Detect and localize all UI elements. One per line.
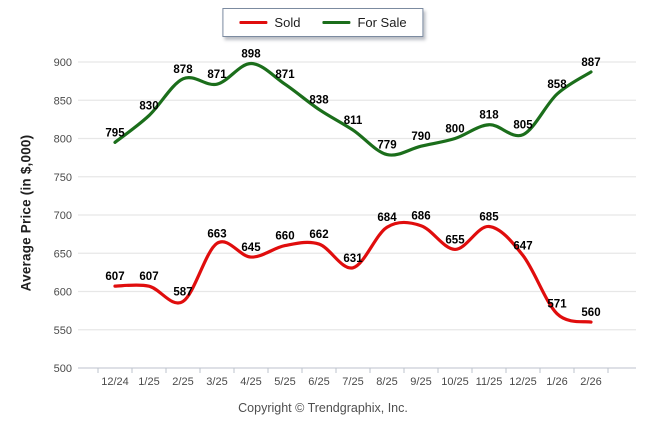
x-tick-label: 2/26 (580, 376, 601, 388)
data-label-for-sale: 858 (547, 79, 567, 91)
data-label-sold: 684 (377, 212, 397, 224)
x-tick-label: 11/25 (476, 376, 503, 388)
x-tick-label: 6/25 (308, 376, 329, 388)
y-tick-label: 850 (54, 95, 72, 107)
data-label-for-sale: 790 (411, 131, 430, 143)
x-tick-label: 10/25 (441, 376, 469, 388)
data-label-for-sale: 871 (275, 69, 295, 81)
data-label-for-sale: 805 (513, 120, 533, 132)
data-label-for-sale: 871 (207, 69, 227, 81)
data-label-sold: 663 (207, 228, 226, 240)
x-tick-label: 1/25 (138, 376, 159, 388)
data-label-sold: 660 (275, 231, 294, 243)
legend-item-sold: Sold (239, 15, 300, 30)
y-tick-label: 650 (54, 248, 72, 260)
data-label-for-sale: 811 (344, 115, 363, 127)
y-axis-title: Average Price (in $,000) (18, 134, 34, 292)
x-tick-label: 12/24 (101, 376, 129, 388)
x-tick-label: 3/25 (206, 376, 227, 388)
x-tick-label: 7/25 (342, 376, 363, 388)
data-label-sold: 631 (343, 253, 363, 265)
data-label-sold: 662 (309, 229, 328, 241)
data-label-sold: 607 (139, 271, 158, 283)
y-tick-label: 700 (54, 210, 72, 222)
data-label-sold: 645 (241, 242, 261, 254)
sold-line (113, 220, 593, 324)
data-label-for-sale: 830 (139, 101, 158, 113)
data-label-for-sale: 838 (309, 94, 329, 106)
chart-legend: Sold For Sale (222, 8, 424, 37)
for-sale-line-swatch (322, 21, 351, 24)
y-tick-label: 750 (54, 172, 72, 184)
x-tick-label: 2/25 (172, 376, 193, 388)
x-tick-label: 8/25 (376, 376, 397, 388)
y-tick-label: 550 (54, 325, 72, 337)
x-tick-label: 1/26 (546, 376, 567, 388)
data-label-sold: 607 (105, 271, 124, 283)
legend-item-for-sale: For Sale (322, 15, 407, 30)
y-tick-label: 800 (54, 134, 72, 146)
data-label-for-sale: 818 (479, 110, 499, 122)
for-sale-line (113, 61, 593, 157)
data-label-for-sale: 887 (581, 57, 600, 69)
y-tick-label: 500 (54, 363, 72, 375)
data-label-sold: 686 (411, 211, 430, 223)
legend-label-sold: Sold (274, 15, 301, 30)
x-tick-label: 9/25 (410, 376, 431, 388)
x-tick-label: 5/25 (274, 376, 295, 388)
data-label-for-sale: 800 (445, 124, 464, 136)
sold-line-swatch (239, 21, 268, 24)
y-tick-label: 600 (54, 287, 72, 299)
data-label-sold: 685 (479, 211, 499, 223)
data-label-for-sale: 795 (105, 127, 125, 139)
copyright-text: Copyright © Trendgraphix, Inc. (238, 401, 408, 415)
data-label-sold: 655 (445, 234, 465, 246)
data-label-sold: 571 (547, 299, 567, 311)
x-tick-label: 12/25 (509, 376, 537, 388)
x-tick-label: 4/25 (240, 376, 261, 388)
y-tick-label: 900 (54, 57, 72, 69)
legend-label-for-sale: For Sale (357, 15, 407, 30)
data-label-for-sale: 779 (377, 140, 396, 152)
data-label-for-sale: 898 (241, 49, 261, 61)
data-label-sold: 647 (513, 241, 532, 253)
data-label-for-sale: 878 (173, 64, 193, 76)
data-label-sold: 560 (581, 307, 600, 319)
data-label-sold: 587 (173, 286, 192, 298)
